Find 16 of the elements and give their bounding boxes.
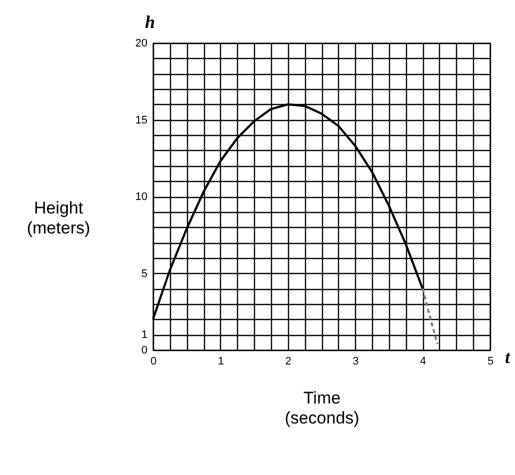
- x-tick-label: 0: [150, 356, 157, 368]
- y-axis-title: Height (meters): [26, 198, 90, 238]
- x-tick-label: 2: [285, 356, 292, 368]
- x-tick-label: 3: [352, 356, 359, 368]
- x-tick-label: 4: [420, 356, 426, 368]
- y-tick-label: 0: [141, 344, 148, 356]
- y-tick-label: 20: [135, 38, 148, 50]
- y-tick-label: 10: [135, 191, 148, 203]
- y-tick-label: 1: [141, 329, 148, 342]
- y-tick-label: 15: [135, 114, 148, 126]
- x-tick-label: 5: [487, 356, 494, 368]
- text: h: [145, 12, 156, 32]
- y-tick-label: 5: [141, 268, 148, 280]
- text: t: [505, 347, 511, 367]
- x-tick-label: 1: [218, 356, 224, 368]
- x-axis-title: Time (seconds): [284, 388, 360, 428]
